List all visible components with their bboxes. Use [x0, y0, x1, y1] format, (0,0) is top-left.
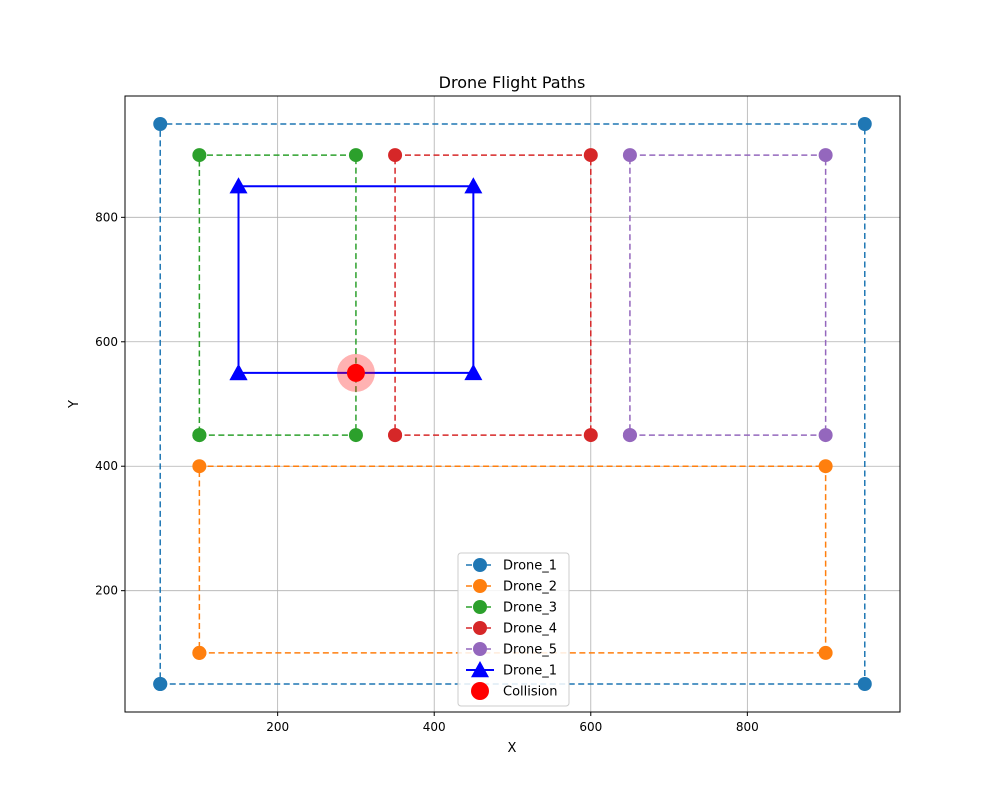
- legend-entry: Drone_5: [466, 642, 557, 658]
- legend-label: Drone_2: [503, 580, 557, 595]
- data-point: [348, 148, 363, 163]
- legend-marker: [473, 579, 487, 593]
- chart-title: Drone Flight Paths: [439, 73, 586, 92]
- data-point: [622, 428, 637, 443]
- y-tick-label: 400: [95, 459, 118, 473]
- legend-entry: Drone_2: [466, 579, 557, 595]
- data-point: [192, 459, 207, 474]
- legend-entry: Collision: [471, 682, 557, 700]
- y-tick-label: 800: [95, 210, 118, 224]
- data-point: [229, 177, 248, 194]
- data-point: [464, 363, 483, 381]
- series-line: [198, 154, 357, 436]
- data-point: [622, 148, 637, 163]
- legend-marker: [473, 642, 487, 656]
- series-3: [192, 148, 363, 443]
- legend-entry: Drone_1: [466, 661, 557, 679]
- legend-label: Drone_5: [503, 643, 557, 658]
- data-point: [229, 363, 248, 381]
- x-tick-label: 200: [266, 720, 289, 734]
- y-tick-label: 200: [95, 584, 118, 598]
- collision-point: [346, 363, 365, 382]
- data-point: [857, 677, 872, 691]
- data-point: [857, 117, 872, 131]
- legend-marker: [473, 621, 487, 635]
- legend-label: Drone_4: [503, 622, 557, 637]
- y-tick-label: 600: [95, 335, 118, 349]
- series-6: [229, 177, 483, 381]
- data-point: [348, 428, 363, 443]
- data-point: [388, 428, 403, 443]
- data-point: [818, 459, 833, 474]
- legend-entry: Drone_1: [466, 558, 557, 574]
- data-point: [388, 148, 403, 163]
- series-layer: [153, 117, 872, 691]
- data-point: [153, 117, 168, 131]
- data-point: [464, 177, 483, 194]
- legend-box: [457, 552, 570, 707]
- series-1: [153, 117, 872, 691]
- legend-marker: [473, 600, 487, 614]
- collision-layer: [336, 353, 375, 392]
- series-2: [192, 459, 833, 660]
- x-tick-label: 400: [423, 720, 446, 734]
- data-point: [583, 428, 598, 443]
- data-point: [192, 645, 207, 660]
- data-point: [818, 148, 833, 163]
- data-point: [192, 148, 207, 163]
- plot-frame: [124, 95, 901, 713]
- data-point: [192, 428, 207, 443]
- y-axis-label: Y: [67, 400, 82, 409]
- data-point: [818, 645, 833, 660]
- legend-label: Drone_1: [503, 664, 557, 679]
- legend-marker: [471, 682, 489, 700]
- x-tick-label: 800: [736, 720, 759, 734]
- legend: Drone_1 Drone_2 Drone_3 Drone_4 Drone_5 Drone…: [457, 552, 570, 707]
- legend-entry: Drone_3: [466, 600, 557, 616]
- legend-marker: [471, 661, 489, 678]
- series-4: [388, 148, 598, 443]
- legend-entry: Drone_4: [466, 621, 557, 637]
- data-point: [153, 677, 168, 691]
- data-point: [583, 148, 598, 163]
- legend-label: Collision: [503, 685, 557, 700]
- series-5: [622, 148, 833, 443]
- legend-label: Drone_1: [503, 559, 557, 574]
- legend-label: Drone_3: [503, 601, 557, 616]
- x-axis-label: X: [508, 741, 517, 756]
- data-point: [818, 428, 833, 443]
- x-tick-label: 600: [579, 720, 602, 734]
- axis-ticks: 200 400 600 800 200 400 600 800: [95, 210, 759, 734]
- legend-marker: [473, 558, 487, 572]
